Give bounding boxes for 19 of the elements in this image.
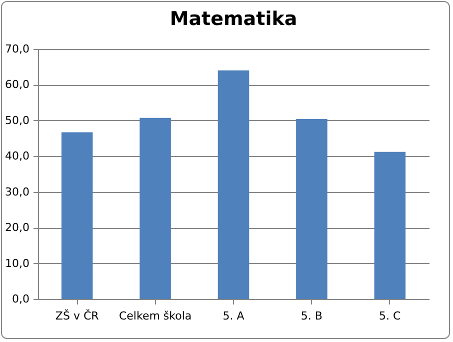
x-tick-label: Celkem škola bbox=[118, 310, 192, 322]
bar bbox=[296, 119, 328, 299]
y-tick-label: 20,0 bbox=[5, 221, 30, 234]
bar bbox=[140, 118, 171, 299]
y-tick-label: 30,0 bbox=[5, 185, 30, 198]
bar bbox=[218, 70, 250, 299]
y-tick-label: 50,0 bbox=[5, 114, 30, 127]
y-tick-label: 0,0 bbox=[12, 292, 30, 306]
x-tick-label: 5. B bbox=[300, 310, 322, 322]
chart-title: Matematika bbox=[170, 8, 298, 30]
y-tick-label: 40,0 bbox=[5, 150, 30, 163]
y-tick-label: 60,0 bbox=[5, 78, 30, 92]
x-tick-label: ZŠ v ČR bbox=[55, 308, 100, 322]
y-tick-label: 10,0 bbox=[5, 256, 30, 270]
x-tick-label: 5. A bbox=[222, 310, 245, 322]
bar bbox=[61, 132, 93, 299]
bar bbox=[374, 152, 406, 299]
x-tick-label: 5. C bbox=[379, 310, 402, 322]
y-tick-label: 70,0 bbox=[5, 42, 30, 56]
